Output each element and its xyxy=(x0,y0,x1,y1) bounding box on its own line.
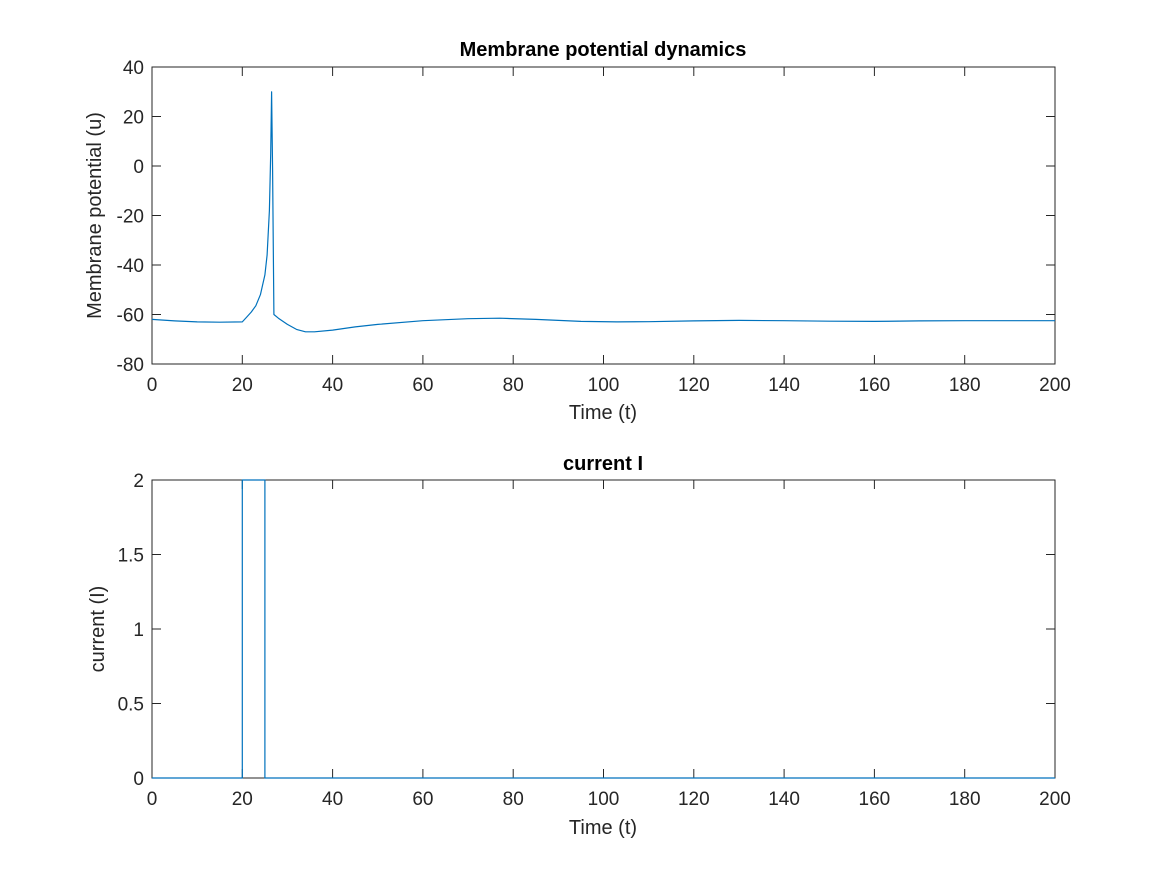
y-tick-label: -40 xyxy=(117,256,144,277)
chart-title-current: current I xyxy=(563,453,643,475)
x-axis-label: Time (t) xyxy=(569,817,637,839)
current-axes: current I 0 20 40 60 80 100 120 140 160 180 200 00… xyxy=(87,453,1071,839)
x-tick-label: 100 xyxy=(588,375,620,396)
y-tick-label: 20 xyxy=(123,108,144,129)
axes-box xyxy=(151,479,1056,779)
x-tick-label: 160 xyxy=(859,789,891,810)
x-tick-label: 140 xyxy=(768,789,800,810)
y-tick-label: 2 xyxy=(133,471,144,492)
y-axis-label: Membrane potential (u) xyxy=(84,112,106,319)
x-tick-label: 60 xyxy=(412,789,433,810)
y-tick-label: 0 xyxy=(133,157,144,178)
series-line-current xyxy=(152,479,1055,779)
y-tick-label: 0.5 xyxy=(118,695,144,716)
x-tick-label: 0 xyxy=(147,375,158,396)
x-axis-label: Time (t) xyxy=(569,402,637,424)
x-tick-label: 200 xyxy=(1039,375,1071,396)
x-tick-label: 80 xyxy=(503,375,524,396)
y-ticks: 0 0.5 1 1.5 2 xyxy=(118,471,1055,790)
x-tick-label: 120 xyxy=(678,789,710,810)
x-tick-label: 20 xyxy=(232,375,253,396)
y-axis-label: current (I) xyxy=(87,586,109,673)
y-tick-label: 1.5 xyxy=(118,546,144,567)
membrane-potential-axes: Membrane potential dynamics 0 20 40 60 80 100… xyxy=(84,39,1071,424)
x-tick-label: 200 xyxy=(1039,789,1071,810)
x-tick-label: 180 xyxy=(949,375,981,396)
x-tick-label: 140 xyxy=(768,375,800,396)
y-tick-label: 0 xyxy=(133,769,144,790)
y-ticks: -80 -60 -40 -20 0 20 40 xyxy=(117,58,1055,376)
series-line-membrane-potential xyxy=(151,91,1055,333)
x-tick-label: 40 xyxy=(322,375,343,396)
x-tick-label: 0 xyxy=(147,789,158,810)
x-tick-label: 160 xyxy=(859,375,891,396)
y-tick-label: -20 xyxy=(117,207,144,228)
y-tick-label: -60 xyxy=(117,306,144,327)
y-tick-label: 1 xyxy=(133,620,144,641)
x-tick-label: 100 xyxy=(588,789,620,810)
x-tick-label: 40 xyxy=(322,789,343,810)
axes-box xyxy=(151,66,1056,365)
x-tick-label: 180 xyxy=(949,789,981,810)
y-tick-label: -80 xyxy=(117,355,144,376)
x-ticks: 0 20 40 60 80 100 120 140 160 180 200 xyxy=(147,67,1071,396)
x-tick-label: 80 xyxy=(503,789,524,810)
x-tick-label: 120 xyxy=(678,375,710,396)
x-tick-label: 60 xyxy=(412,375,433,396)
x-ticks: 0 20 40 60 80 100 120 140 160 180 200 xyxy=(147,480,1071,810)
y-tick-label: 40 xyxy=(123,58,144,79)
x-tick-label: 20 xyxy=(232,789,253,810)
chart-title-membrane: Membrane potential dynamics xyxy=(460,39,747,61)
